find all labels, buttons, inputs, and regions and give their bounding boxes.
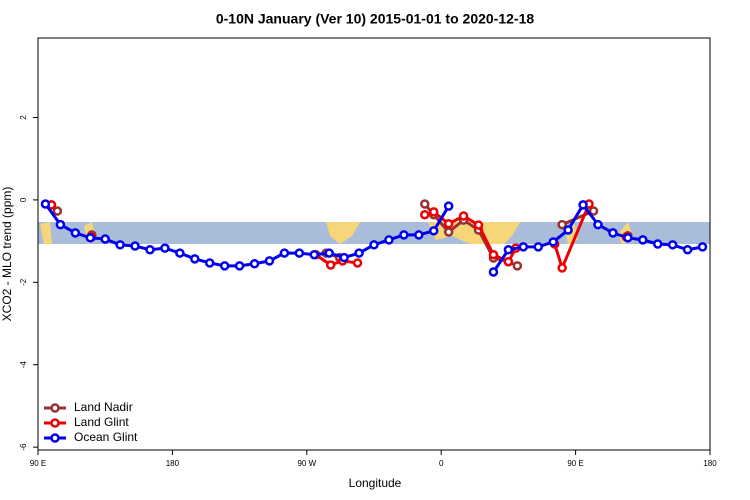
data-point [428,207,439,217]
y-tick-label: -4 [19,361,28,369]
x-axis-label: Longitude [349,476,402,490]
y-tick-label: -6 [19,443,28,451]
data-point [145,245,155,255]
data-point [588,206,599,216]
data-point [115,240,125,250]
data-point [399,230,409,240]
data-point [325,260,336,270]
data-point [352,258,363,268]
data-point [488,249,499,260]
data-point [488,267,499,277]
data-point [204,258,215,268]
data-point [234,261,245,271]
data-point [443,227,454,237]
data-point [667,240,678,250]
data-point [608,228,618,238]
y-tick-label: -2 [19,278,28,286]
data-point [85,233,96,243]
land [40,222,52,244]
data-point [503,256,514,267]
x-tick-label: 180 [703,459,717,468]
ocean-band [38,222,710,244]
x-tick-label: 90 W [297,459,316,468]
data-point [443,201,454,211]
legend-label: Land Glint [74,415,129,429]
data-point [593,219,603,230]
data-point [130,241,140,251]
data-point [279,248,290,258]
data-point [249,259,260,269]
data-point [512,261,523,271]
data-point [428,226,439,236]
data-point [70,228,81,238]
data-point [324,248,334,258]
data-point [309,249,320,260]
data-point [384,235,394,245]
legend-marker [50,418,60,428]
x-tick-label: 180 [166,459,180,468]
data-point [414,230,424,240]
data-point [623,233,633,243]
data-point [369,240,379,250]
data-point [652,239,663,249]
data-point [219,261,230,271]
data-point [55,219,66,230]
y-tick-label: 0 [19,197,28,202]
legend-marker [50,403,60,413]
data-point [52,206,63,216]
data-point [563,225,573,235]
data-point [294,248,305,258]
land [326,222,360,244]
data-point [548,237,558,247]
data-point [697,242,708,252]
legend-marker [50,433,60,443]
data-point [473,220,484,230]
legend-label: Ocean Glint [74,430,138,444]
x-tick-label: 90 E [30,459,46,468]
legend-label: Land Nadir [74,400,133,414]
data-point [175,248,185,258]
plot-frame [37,37,711,451]
data-point [578,200,588,210]
data-point [443,219,454,229]
data-point [264,256,275,266]
data-point [638,235,648,245]
data-point [339,252,349,263]
data-point [682,245,693,255]
data-point [533,242,544,252]
data-point [458,211,469,221]
data-point [557,263,567,273]
data-point [100,234,110,244]
data-point [40,199,51,209]
data-point [190,254,200,264]
data-point [420,199,430,209]
data-point [160,243,170,253]
chart-title: 0-10N January (Ver 10) 2015-01-01 to 202… [216,11,535,27]
y-tick-label: 2 [19,115,28,120]
x-tick-label: 0 [439,459,444,468]
data-point [503,245,514,255]
data-point [518,242,529,252]
data-point [557,219,567,230]
y-axis-label: XCO2 - MLO trend (ppm) [0,187,14,322]
x-tick-label: 90 E [567,459,583,468]
data-point [354,248,364,258]
data-point [420,209,430,220]
